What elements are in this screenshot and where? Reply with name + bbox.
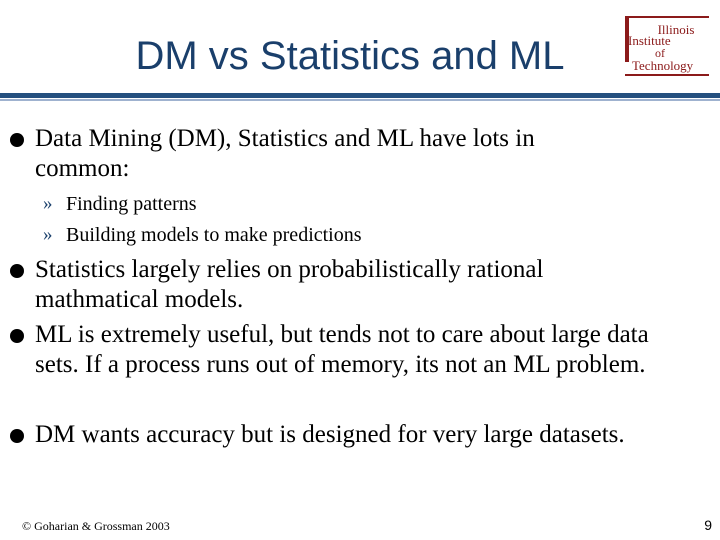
sub-bullet-text: Building models to make predictions [66,224,362,246]
bullet-dot [10,264,24,278]
sub-bullet-text: Finding patterns [66,193,197,215]
bullet-dot [10,133,24,147]
page-number: 9 [704,517,712,533]
title-rule [0,93,720,98]
copyright-footer: © Goharian & Grossman 2003 [22,519,170,533]
logo-line4: Technology [632,58,694,73]
sub-bullet-marker: » [43,193,53,214]
sub-bullet-marker: » [43,224,53,245]
slide-title: DM vs Statistics and ML [135,34,565,78]
title-rule-accent [0,99,720,101]
bullet-text: DM wants accuracy but is designed for ve… [35,421,625,448]
logo-line1: Illinois [658,22,695,37]
logo-line2: Institute [628,33,671,48]
bullet-dot [10,329,24,343]
bullet-text: ML is extremely useful, but tends not to… [35,321,649,378]
illinois-tech-logo: Illinois Institute of Technology [624,14,712,80]
bullet-text: Statistics largely relies on probabilist… [35,256,544,313]
bullet-text: Data Mining (DM), Statistics and ML have… [35,125,535,182]
logo-line3: of [655,46,665,60]
bullet-dot [10,429,24,443]
